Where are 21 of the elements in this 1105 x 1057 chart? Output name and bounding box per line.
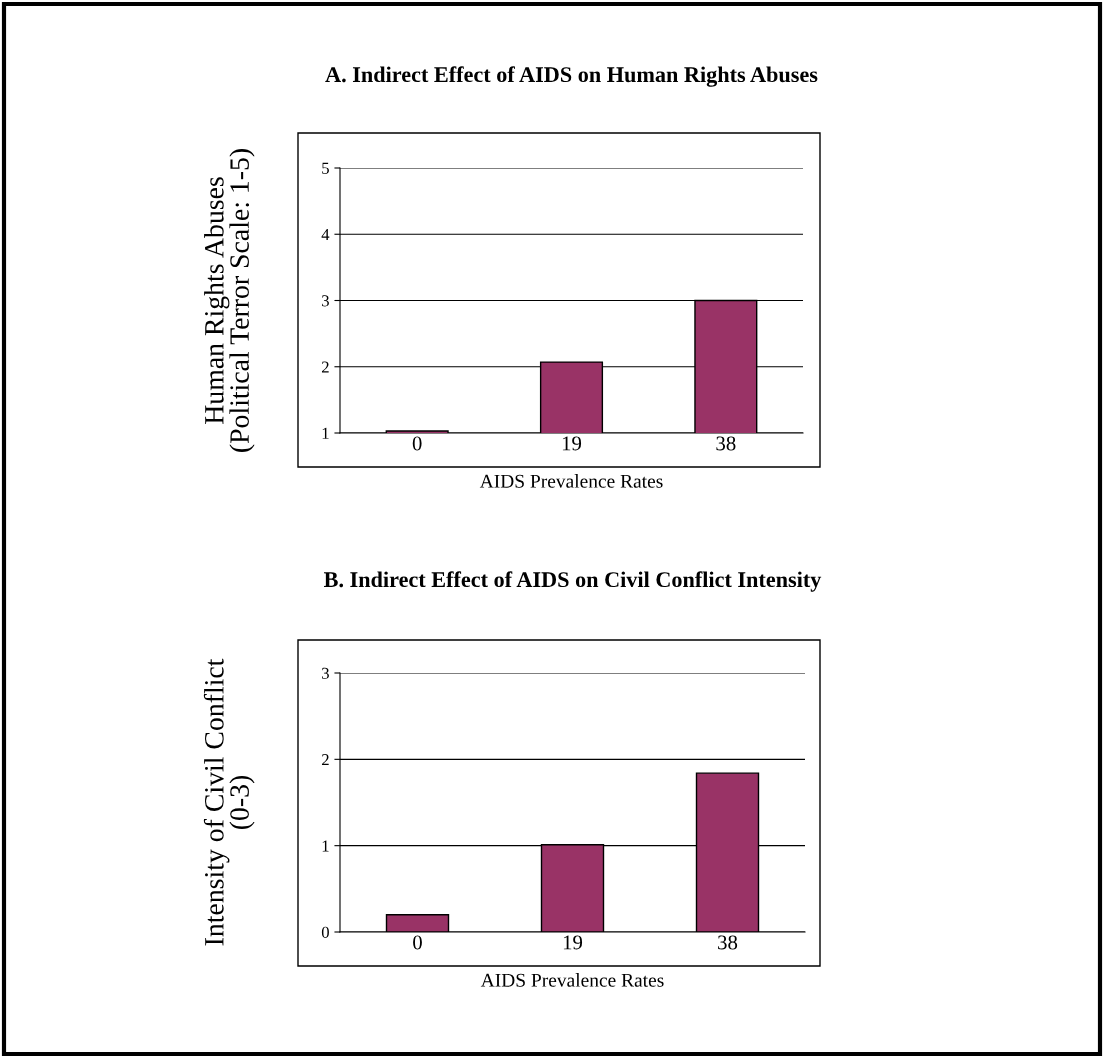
y-tick-label: 2 xyxy=(321,361,329,373)
chart-title: A. Indirect Effect of AIDS on Human Rights Abuses xyxy=(325,66,818,87)
x-tick-label: 0 xyxy=(412,436,422,451)
y-tick-label: 4 xyxy=(321,229,330,241)
x-tick-label: 38 xyxy=(716,436,736,451)
x-tick-label: 19 xyxy=(562,436,582,451)
y-tick-label: 5 xyxy=(322,162,329,174)
x-tick-label: 19 xyxy=(563,935,583,950)
x-tick-label: 0 xyxy=(413,935,422,950)
x-axis-title: AIDS Prevalence Rates xyxy=(480,973,664,987)
x-axis-title: AIDS Prevalence Rates xyxy=(479,474,663,488)
x-tick-label: 38 xyxy=(718,935,738,950)
y-tick-label: 3 xyxy=(322,667,329,679)
y-tick-label: 3 xyxy=(322,295,329,307)
y-axis-title: Intensity of Civil Conflict (0-3) xyxy=(203,658,255,946)
y-tick-label: 1 xyxy=(322,840,329,852)
y-tick-label: 1 xyxy=(322,427,329,439)
y-axis-title: Human Rights Abuses (Political Terror Scale: 1-5) xyxy=(204,149,255,452)
chart-title: B. Indirect Effect of AIDS on Civil Conflict Intensity xyxy=(323,571,822,592)
y-tick-label: 2 xyxy=(321,754,329,766)
y-tick-label: 0 xyxy=(321,926,329,938)
